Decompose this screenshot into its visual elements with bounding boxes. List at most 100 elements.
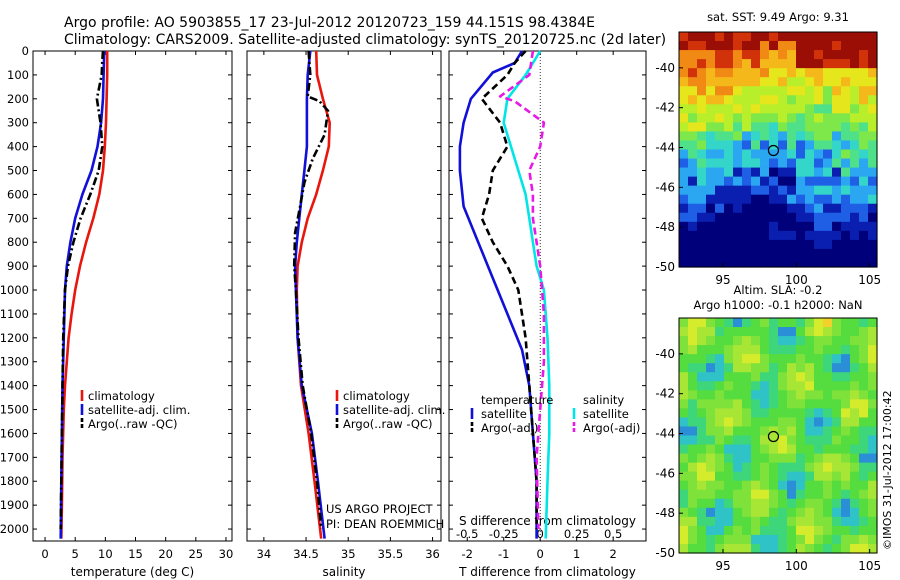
- legend-label: satellite: [583, 407, 629, 421]
- map-cell: [679, 221, 689, 232]
- x-tick-label: 95: [715, 559, 730, 573]
- map-cell: [787, 185, 797, 196]
- map-cell: [751, 41, 761, 51]
- map-cell: [814, 453, 824, 464]
- map-cell: [823, 507, 833, 518]
- map-cell: [823, 489, 833, 500]
- map-cell: [760, 516, 770, 527]
- map-cell: [823, 453, 833, 464]
- map-cell: [868, 230, 878, 241]
- map-cell: [742, 131, 752, 142]
- map-cell: [733, 122, 743, 133]
- map-cell: [724, 104, 734, 114]
- map-cell: [832, 131, 842, 142]
- map-cell: [850, 158, 860, 169]
- map-cell: [706, 543, 716, 554]
- map-cell: [814, 122, 824, 133]
- map-cell: [823, 104, 833, 114]
- map-cell: [841, 534, 851, 545]
- y-tick-label: -50: [655, 260, 675, 274]
- map-cell: [760, 77, 770, 87]
- map-cell: [733, 435, 743, 446]
- map-cell: [742, 453, 752, 464]
- map-cell: [769, 95, 779, 105]
- map-cell: [823, 345, 833, 355]
- map-cell: [796, 131, 806, 142]
- map-cell: [859, 480, 869, 491]
- map-cell: [733, 212, 743, 223]
- map-cell: [742, 194, 752, 205]
- map-cell: [742, 507, 752, 518]
- map-cell: [724, 525, 734, 536]
- map-cell: [706, 122, 716, 133]
- map-cell: [769, 77, 779, 87]
- map-cell: [814, 257, 824, 268]
- map-cell: [832, 318, 842, 328]
- map-cell: [859, 525, 869, 536]
- map-cell: [832, 32, 842, 42]
- map-cell: [733, 453, 743, 464]
- map-cell: [733, 327, 743, 337]
- map-cell: [841, 408, 851, 419]
- map-cell: [679, 381, 689, 391]
- y-tick-label: 300: [7, 116, 29, 130]
- y-tick-label: -42: [655, 101, 675, 115]
- map-cell: [787, 239, 797, 250]
- map-cell: [778, 104, 788, 114]
- map-cell: [688, 399, 698, 409]
- map-cell: [697, 149, 707, 160]
- map-cell: [796, 50, 806, 60]
- map-cell: [796, 113, 806, 123]
- y-tick-label: 100: [7, 68, 29, 82]
- map-cell: [850, 516, 860, 527]
- map-cell: [706, 318, 716, 328]
- map-cell: [697, 32, 707, 42]
- map-cell: [832, 77, 842, 87]
- map-cell: [688, 507, 698, 518]
- map-cell: [724, 327, 734, 337]
- map-cell: [715, 462, 725, 473]
- map-cell: [832, 149, 842, 160]
- map-cell: [778, 167, 788, 178]
- map-cell: [769, 248, 779, 259]
- map-cell: [868, 327, 878, 337]
- map-cell: [805, 327, 815, 337]
- map-cell: [688, 203, 698, 214]
- map-cell: [769, 498, 779, 509]
- map-cell: [697, 372, 707, 382]
- map-cell: [715, 176, 725, 187]
- map-cell: [724, 345, 734, 355]
- map-cell: [679, 167, 689, 178]
- map-cell: [778, 140, 788, 151]
- map-cell: [751, 498, 761, 509]
- map-cell: [796, 471, 806, 482]
- map-cell: [733, 399, 743, 409]
- map-cell: [679, 122, 689, 133]
- map-cell: [832, 86, 842, 96]
- map-cell: [850, 77, 860, 87]
- secondary-tick-label: 0: [537, 527, 544, 541]
- map-cell: [841, 32, 851, 42]
- map-cell: [751, 257, 761, 268]
- map-cell: [679, 498, 689, 509]
- map-cell: [751, 399, 761, 409]
- map-cell: [796, 158, 806, 169]
- project-annotation: US ARGO PROJECT: [326, 502, 434, 516]
- map-cell: [859, 149, 869, 160]
- map-cell: [859, 230, 869, 241]
- map-cell: [832, 59, 842, 69]
- map-cell: [688, 131, 698, 142]
- map-cell: [742, 50, 752, 60]
- map-cell: [859, 327, 869, 337]
- map-cell: [706, 86, 716, 96]
- map-cell: [742, 498, 752, 509]
- map-cell: [724, 77, 734, 87]
- map-cell: [832, 354, 842, 364]
- map-cell: [832, 194, 842, 205]
- map-cell: [706, 176, 716, 187]
- map-cell: [805, 239, 815, 250]
- map-cell: [859, 185, 869, 196]
- map-cell: [760, 480, 770, 491]
- map-cell: [715, 408, 725, 419]
- map-cell: [859, 390, 869, 400]
